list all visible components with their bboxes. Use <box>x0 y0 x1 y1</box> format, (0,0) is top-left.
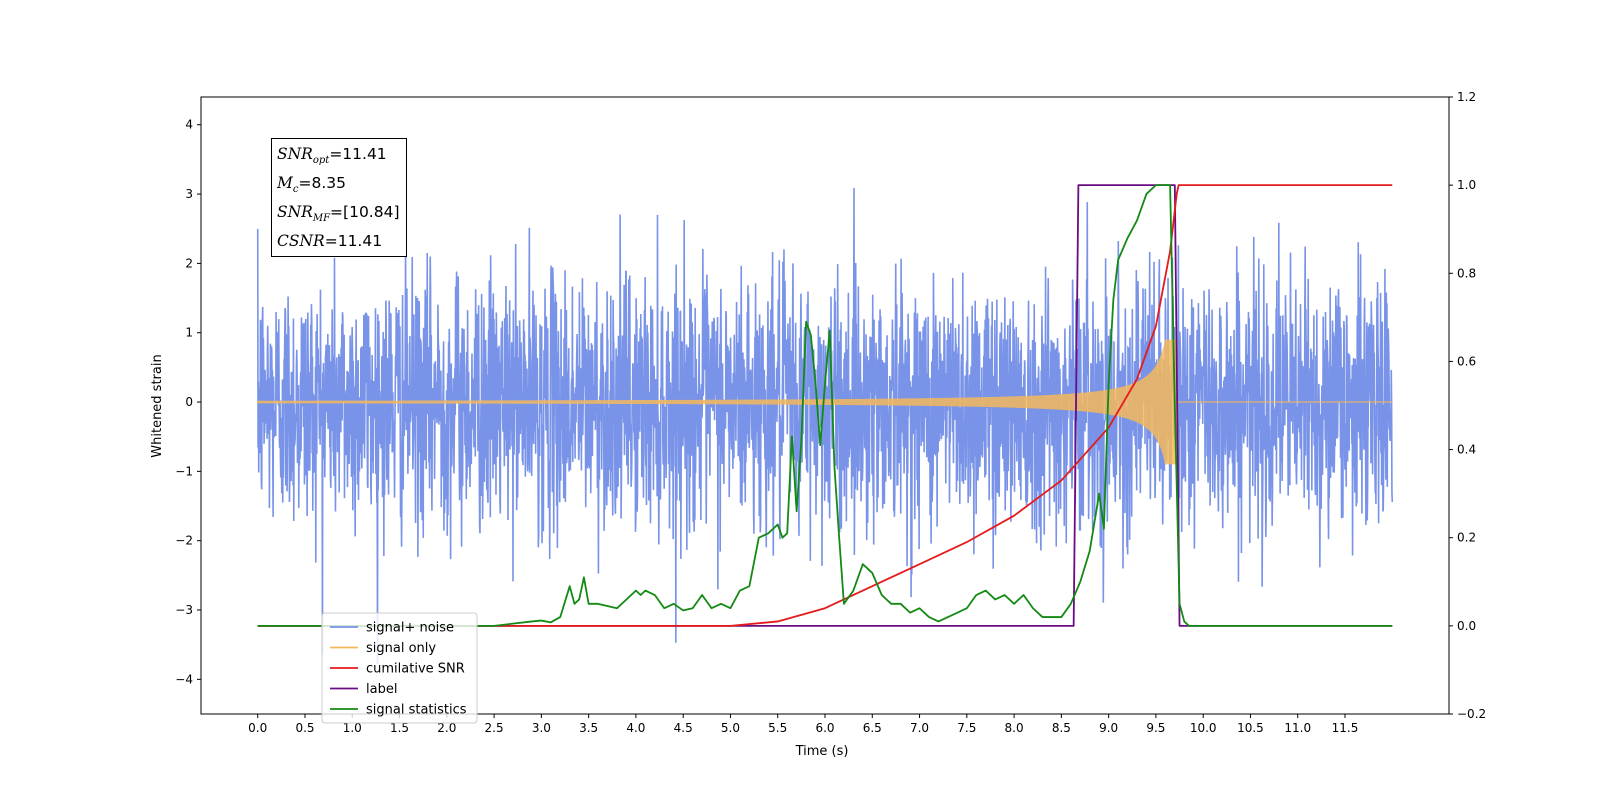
x-tick-label: 1.5 <box>390 721 409 735</box>
y2-tick-label: 0.6 <box>1457 354 1476 368</box>
y2-tick-label: 0.8 <box>1457 266 1476 280</box>
legend: signal+ noise signal only cumilative SNR la… <box>321 612 478 724</box>
x-tick-label: 9.5 <box>1146 721 1165 735</box>
snr-mf-value: =[10.84] <box>330 203 400 222</box>
legend-entry: label <box>366 682 397 697</box>
y-axis-left: 4 3 2 1 0 −1 −2 −3 −4 <box>175 118 201 686</box>
y-tick-label: −3 <box>175 603 193 617</box>
legend-entry: signal only <box>366 641 436 656</box>
x-tick-label: 5.5 <box>768 721 787 735</box>
series-cumulative-snr <box>257 184 1393 627</box>
snr-mf-line: SNRMF=[10.84] <box>277 203 400 225</box>
x-tick-label: 11.5 <box>1332 721 1359 735</box>
x-tick-label: 6.0 <box>815 721 834 735</box>
y-tick-label: −2 <box>175 534 193 548</box>
y-tick-label: 1 <box>185 326 193 340</box>
snr-opt-line: SNRopt=11.41 <box>277 145 387 167</box>
snr-opt-value: =11.41 <box>329 145 387 163</box>
y-tick-label: 4 <box>185 118 193 132</box>
y-tick-label: 2 <box>185 256 193 270</box>
x-tick-label: 9.0 <box>1099 721 1118 735</box>
y-axis-right: 1.2 1.0 0.8 0.6 0.4 0.2 0.0 −0.2 <box>1449 90 1486 721</box>
y2-tick-label: 0.0 <box>1457 619 1476 633</box>
x-tick-label: 3.0 <box>532 721 551 735</box>
x-tick-label: 3.5 <box>579 721 598 735</box>
y2-tick-label: 0.2 <box>1457 531 1476 545</box>
series-layer <box>256 184 1394 664</box>
x-tick-label: 11.0 <box>1284 721 1311 735</box>
csnr-line: CSNR=11.41 <box>277 232 383 251</box>
y2-tick-label: 1.0 <box>1457 178 1476 192</box>
x-tick-label: 10.5 <box>1237 721 1264 735</box>
x-tick-label: 4.0 <box>626 721 645 735</box>
y2-tick-label: 0.4 <box>1457 443 1476 457</box>
y-tick-label: 3 <box>185 187 193 201</box>
x-tick-label: 2.0 <box>437 721 456 735</box>
x-tick-label: 1.0 <box>343 721 362 735</box>
csnr-value: =11.41 <box>324 232 383 251</box>
x-tick-label: 7.5 <box>957 721 976 735</box>
x-tick-label: 4.5 <box>674 721 693 735</box>
mc-line: Mc=8.35 <box>277 174 346 196</box>
x-tick-label: 6.5 <box>863 721 882 735</box>
y-tick-label: 0 <box>185 395 193 409</box>
legend-box <box>321 612 478 724</box>
y2-tick-label: 1.2 <box>1457 90 1476 104</box>
x-tick-label: 2.5 <box>485 721 504 735</box>
x-tick-label: 8.0 <box>1005 721 1024 735</box>
series-signal-only <box>257 339 1393 465</box>
legend-entry: cumilative SNR <box>366 662 465 677</box>
y2-tick-label: −0.2 <box>1457 707 1486 721</box>
x-tick-label: 0.5 <box>295 721 314 735</box>
stats-annotation: SNRopt=11.41 Mc=8.35 SNRMF=[10.84] CSNR=… <box>271 138 407 258</box>
legend-entry: signal+ noise <box>366 621 454 636</box>
y-axis-label: Whitened strain <box>150 354 165 457</box>
legend-entry: signal statistics <box>366 703 467 718</box>
x-axis-label: Time (s) <box>795 744 849 759</box>
x-tick-label: 8.5 <box>1052 721 1071 735</box>
x-tick-label: 0.0 <box>248 721 267 735</box>
series-signal-statistics <box>257 184 1393 627</box>
y-tick-label: −1 <box>175 464 193 478</box>
x-tick-label: 5.0 <box>721 721 740 735</box>
y-tick-label: −4 <box>175 672 193 686</box>
mc-value: =8.35 <box>298 174 346 193</box>
x-tick-label: 7.0 <box>910 721 929 735</box>
x-tick-label: 10.0 <box>1190 721 1217 735</box>
x-axis: 0.0 0.5 1.0 1.5 2.0 2.5 3.0 3.5 4.0 4.5 5.0 5.5 6.0 6… <box>248 714 1358 735</box>
